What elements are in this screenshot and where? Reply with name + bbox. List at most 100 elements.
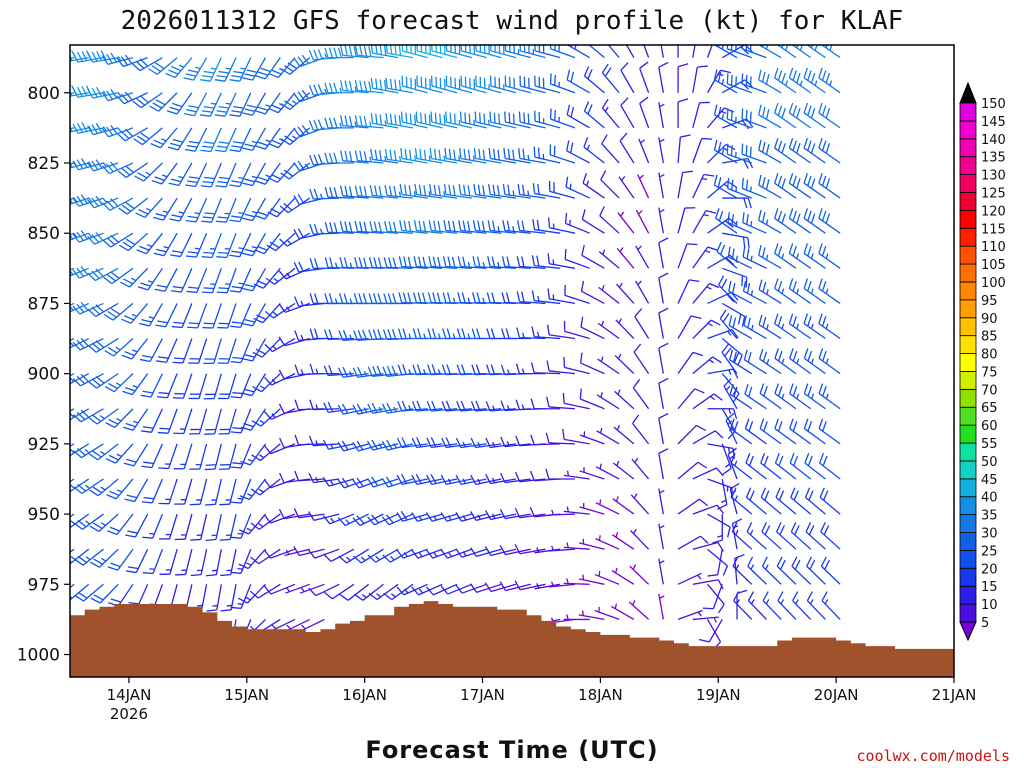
wind-barb (148, 57, 178, 75)
wind-barb (174, 478, 193, 505)
wind-barb (279, 197, 311, 214)
wind-barb (563, 614, 590, 621)
wind-barb (777, 591, 797, 620)
wind-barb (485, 473, 517, 485)
wind-barb (759, 418, 782, 445)
wind-barb (658, 412, 669, 444)
wind-barb (804, 453, 826, 480)
wind-barb (205, 513, 222, 542)
wind-barb (727, 212, 752, 234)
wind-barb (400, 111, 428, 129)
wind-barb (158, 443, 178, 470)
credit-link[interactable]: coolwx.com/models (856, 747, 1010, 765)
wind-barb (806, 591, 826, 620)
wind-barb (707, 329, 739, 340)
wind-barb (595, 499, 620, 515)
wind-barb (230, 408, 252, 434)
wind-barb (338, 330, 369, 341)
wind-barb (818, 278, 841, 304)
wind-barb (414, 148, 443, 164)
wind-barb (413, 256, 443, 269)
wind-barb (354, 583, 384, 601)
wind-barb (519, 45, 546, 59)
x-tick-label: 14JAN (107, 686, 152, 704)
wind-barb (263, 513, 296, 524)
wind-barb (133, 127, 163, 146)
wind-barb (502, 184, 531, 199)
wind-barb (242, 303, 267, 327)
wind-barb (184, 127, 208, 152)
colorbar-label: 85 (981, 330, 998, 345)
wind-barb (774, 173, 797, 199)
wind-barb (101, 89, 134, 102)
wind-barb (381, 439, 414, 451)
wind-barb (788, 102, 812, 129)
wind-barb (803, 173, 826, 199)
wind-barb (401, 75, 428, 94)
wind-barb (340, 80, 369, 94)
wind-barb (775, 487, 797, 515)
wind-barb (788, 208, 812, 234)
colorbar-label: 15 (981, 580, 998, 595)
wind-barb (500, 472, 531, 484)
wind-barb (788, 137, 812, 164)
colorbar-label: 145 (981, 115, 1006, 130)
wind-barb (104, 373, 134, 393)
wind-barb (149, 92, 178, 112)
wind-barb (488, 184, 517, 199)
wind-barb (581, 209, 605, 234)
wind-barb (370, 45, 399, 59)
wind-barb (619, 132, 635, 164)
wind-barb (185, 162, 208, 188)
wind-barbs (70, 45, 841, 650)
wind-barb (159, 513, 178, 540)
wind-barb (630, 493, 650, 515)
wind-barb (818, 208, 841, 234)
wind-barb (637, 174, 650, 199)
wind-barb (239, 478, 267, 501)
wind-barb (564, 213, 590, 234)
wind-barb (500, 436, 531, 448)
wind-barb (154, 268, 178, 292)
wind-barb (428, 256, 458, 269)
wind-barb (485, 401, 517, 412)
wind-barb (707, 368, 739, 379)
wind-barb (285, 583, 310, 594)
wind-barb (429, 184, 458, 199)
wind-barb (73, 478, 104, 495)
wind-barb (485, 437, 517, 449)
y-tick-label: 800 (28, 84, 60, 104)
wind-barb (189, 443, 208, 470)
wind-barb (87, 86, 119, 99)
wind-barb (533, 146, 561, 164)
wind-barb (692, 101, 710, 129)
wind-barb (122, 373, 149, 396)
wind-barb (677, 535, 709, 550)
wind-barb (677, 461, 708, 480)
wind-barb (803, 418, 826, 445)
wind-barb (398, 256, 428, 269)
wind-barb (758, 279, 782, 304)
wind-barb (547, 217, 576, 234)
colorbar-segment (959, 603, 977, 623)
wind-barb (339, 257, 369, 269)
wind-barb (141, 443, 163, 469)
wind-barb (470, 400, 502, 412)
wind-barb (677, 351, 704, 375)
wind-barb (504, 111, 531, 129)
wind-barb (774, 278, 797, 304)
wind-barb (818, 173, 841, 199)
wind-barb (692, 246, 718, 269)
wind-barb (70, 302, 89, 313)
wind-barb (727, 447, 738, 480)
wind-barb (677, 609, 703, 621)
colorbar-label: 110 (981, 240, 1006, 255)
wind-barb (237, 583, 267, 604)
wind-barb (337, 366, 369, 378)
wind-barb (367, 548, 399, 563)
wind-barb (271, 618, 296, 632)
wind-barb (615, 282, 635, 304)
wind-barb (745, 453, 767, 480)
wind-barb (692, 319, 721, 339)
